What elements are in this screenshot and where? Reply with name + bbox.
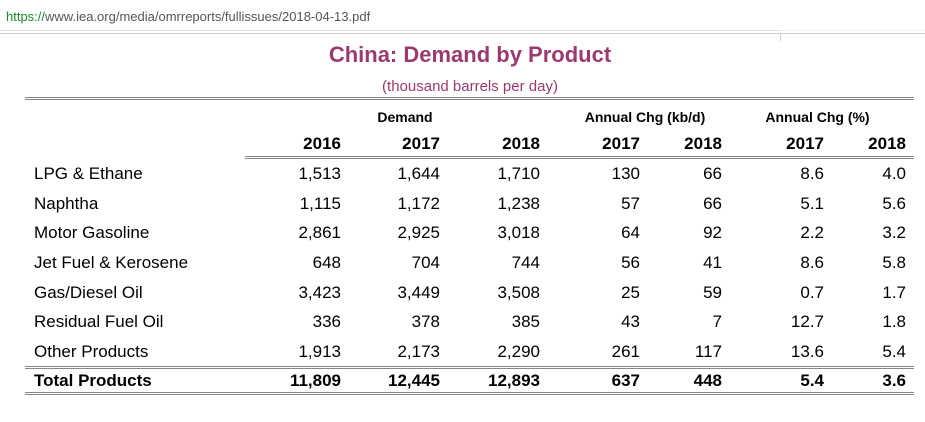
table-cell: 648 [312, 253, 341, 272]
total-label: Total Products [34, 371, 152, 390]
group-header-annual-chg-pct: Annual Chg (%) [765, 109, 870, 125]
row-label: Other Products [34, 342, 149, 361]
table-cell: 3,018 [497, 223, 540, 242]
year-header: 2017 [602, 134, 640, 153]
row-label: Jet Fuel & Kerosene [34, 253, 189, 272]
year-header: 2018 [502, 134, 540, 153]
table-cell: 66 [703, 164, 722, 183]
group-header-annual-chg-kbd: Annual Chg (kb/d) [584, 109, 706, 125]
table-cell: 385 [511, 312, 540, 331]
table-cell: 5.6 [882, 194, 906, 213]
table-cell: 4.0 [882, 164, 906, 183]
table-cell: 0.7 [800, 283, 824, 302]
table-cell: 117 [694, 342, 722, 361]
table-cell: 41 [703, 253, 722, 272]
table-cell: 5.8 [882, 253, 906, 272]
total-cell: 12,445 [388, 371, 440, 390]
table-cell: 57 [621, 194, 640, 213]
year-header: 2017 [402, 134, 440, 153]
table-cell: 25 [621, 283, 640, 302]
year-header: 2018 [868, 134, 906, 153]
total-cell: 448 [693, 371, 722, 390]
table-cell: 3,508 [497, 283, 540, 302]
table-cell: 7 [712, 312, 722, 331]
year-header: 2017 [786, 134, 824, 153]
table-cell: 5.4 [882, 342, 906, 361]
table-cell: 1.7 [882, 283, 906, 302]
table-cell: 43 [621, 312, 640, 331]
table-cell: 3,423 [298, 283, 341, 302]
table-cell: 92 [703, 223, 722, 242]
table-cell: 2,173 [397, 342, 440, 361]
table-title: China: Demand by Product [328, 42, 612, 67]
group-header-demand: Demand [377, 109, 433, 125]
table-cell: 1,513 [298, 164, 341, 183]
table-cell: 12.7 [790, 312, 824, 331]
table-cell: 1,710 [497, 164, 540, 183]
address-bar-divider-right [781, 30, 925, 31]
header-underline [245, 156, 914, 159]
row-label: Residual Fuel Oil [34, 312, 164, 331]
total-cell: 3.6 [882, 371, 906, 390]
table-cell: 59 [703, 283, 722, 302]
total-cell: 11,809 [289, 371, 341, 390]
table-cell: 744 [511, 253, 540, 272]
row-label: Naphtha [34, 194, 99, 213]
address-bar[interactable]: https://www.iea.org/media/omrreports/ful… [0, 0, 925, 34]
table-cell: 1,238 [497, 194, 540, 213]
url-scheme: https:// [6, 9, 46, 24]
table-cell: 378 [411, 312, 440, 331]
url-path: www.iea.org/media/omrreports/fullissues/… [45, 9, 371, 24]
row-label: Gas/Diesel Oil [34, 283, 143, 302]
year-header: 2018 [684, 134, 722, 153]
table-cell: 56 [621, 253, 640, 272]
table-cell: 1,913 [298, 342, 341, 361]
table-cell: 5.1 [800, 194, 824, 213]
table-cell: 2.2 [800, 223, 824, 242]
table-cell: 8.6 [800, 253, 824, 272]
url-text[interactable]: https://www.iea.org/media/omrreports/ful… [6, 9, 370, 24]
table-cell: 64 [621, 223, 640, 242]
table-cell: 1,644 [397, 164, 440, 183]
table-subtitle: (thousand barrels per day) [382, 78, 558, 95]
table-cell: 2,925 [397, 223, 440, 242]
table-cell: 66 [703, 194, 722, 213]
total-top-rule [25, 366, 914, 369]
table-cell: 3.2 [882, 223, 906, 242]
table-cell: 130 [611, 164, 640, 183]
table-cell: 336 [312, 312, 341, 331]
table-cell: 3,449 [397, 283, 440, 302]
bottom-rule [25, 392, 914, 395]
table-cell: 13.6 [790, 342, 824, 361]
table-cell: 8.6 [800, 164, 824, 183]
table-cell: 1,172 [397, 194, 440, 213]
total-cell: 12,893 [488, 371, 540, 390]
top-rule [25, 97, 914, 100]
row-label: Motor Gasoline [34, 223, 150, 242]
total-cell: 5.4 [800, 371, 824, 390]
table-cell: 1.8 [882, 312, 906, 331]
row-label: LPG & Ethane [34, 164, 143, 183]
table-cell: 1,115 [299, 194, 341, 213]
address-bar-divider [0, 30, 780, 31]
table-cell: 2,861 [298, 223, 341, 242]
page-edge-marker [780, 33, 781, 41]
table-cell: 2,290 [497, 342, 540, 361]
total-cell: 637 [611, 371, 640, 390]
table-cell: 704 [411, 253, 440, 272]
table-cell: 261 [611, 342, 640, 361]
year-header: 2016 [303, 134, 341, 153]
